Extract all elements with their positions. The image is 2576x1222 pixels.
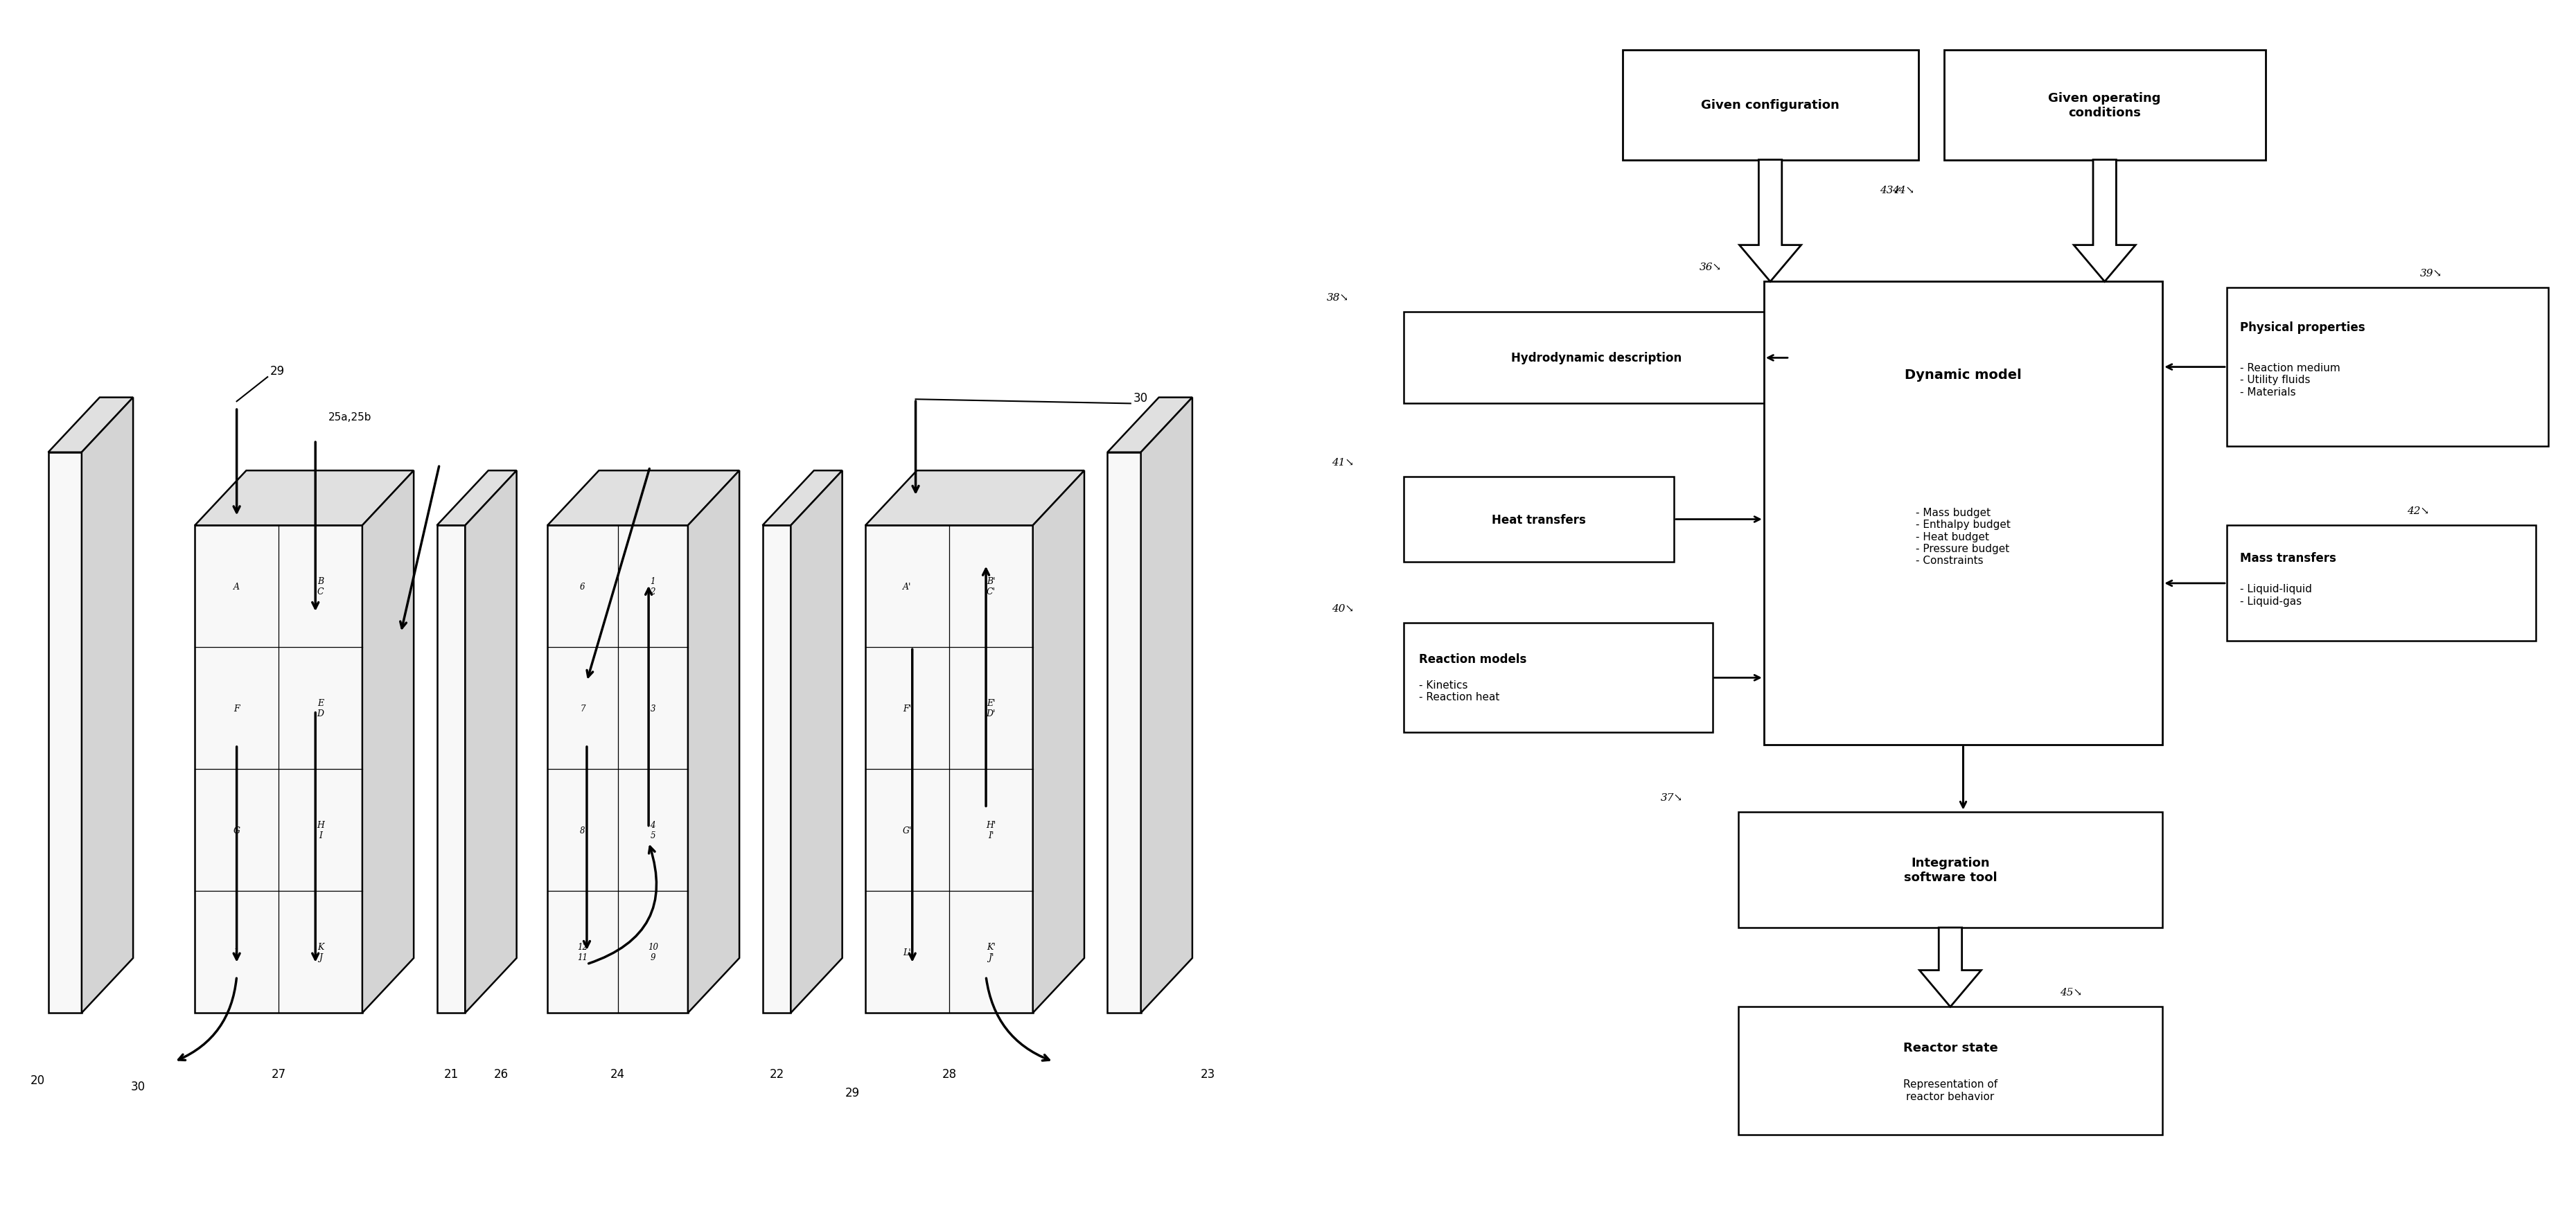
Text: F: F xyxy=(234,704,240,712)
Polygon shape xyxy=(466,470,518,1013)
Text: H'
I': H' I' xyxy=(987,821,997,840)
Text: 12
11: 12 11 xyxy=(577,942,587,962)
Text: A: A xyxy=(234,582,240,591)
Text: 6: 6 xyxy=(580,582,585,591)
Text: L: L xyxy=(234,947,240,957)
Text: - Mass budget
- Enthalpy budget
- Heat budget
- Pressure budget
- Constraints: - Mass budget - Enthalpy budget - Heat b… xyxy=(1917,507,2012,566)
Text: 27: 27 xyxy=(270,1068,286,1080)
Text: F': F' xyxy=(904,704,912,712)
Polygon shape xyxy=(549,525,688,1013)
Polygon shape xyxy=(762,525,791,1013)
Text: 7: 7 xyxy=(580,704,585,712)
Text: Representation of
reactor behavior: Representation of reactor behavior xyxy=(1904,1079,1996,1101)
Polygon shape xyxy=(549,470,739,525)
Text: 20: 20 xyxy=(31,1074,46,1086)
Polygon shape xyxy=(438,525,466,1013)
FancyBboxPatch shape xyxy=(1765,282,2161,745)
FancyBboxPatch shape xyxy=(1404,477,1674,562)
Text: 26: 26 xyxy=(495,1068,507,1080)
Polygon shape xyxy=(1108,398,1193,452)
Polygon shape xyxy=(866,525,1033,1013)
Text: 43↙: 43↙ xyxy=(1880,186,1901,196)
Text: 8: 8 xyxy=(580,826,585,835)
Text: K
J: K J xyxy=(317,942,325,962)
Text: 21: 21 xyxy=(443,1068,459,1080)
Text: L': L' xyxy=(904,947,912,957)
Polygon shape xyxy=(363,470,415,1013)
Text: 3: 3 xyxy=(649,704,654,712)
FancyBboxPatch shape xyxy=(2226,288,2548,446)
Text: B'
C': B' C' xyxy=(987,577,994,596)
Text: 25a,25b: 25a,25b xyxy=(327,412,371,422)
FancyBboxPatch shape xyxy=(1945,50,2264,160)
FancyArrow shape xyxy=(2074,160,2136,282)
Text: Reaction models: Reaction models xyxy=(1419,653,1528,666)
Text: - Reaction medium
- Utility fluids
- Materials: - Reaction medium - Utility fluids - Mat… xyxy=(2239,363,2339,397)
Text: Heat transfers: Heat transfers xyxy=(1492,513,1587,525)
FancyBboxPatch shape xyxy=(1739,811,2161,927)
FancyBboxPatch shape xyxy=(1623,50,1919,160)
Text: 30: 30 xyxy=(1133,391,1149,404)
Text: Physical properties: Physical properties xyxy=(2239,321,2365,334)
Polygon shape xyxy=(49,452,82,1013)
FancyArrow shape xyxy=(1739,160,1801,282)
Text: 28: 28 xyxy=(943,1068,956,1080)
FancyBboxPatch shape xyxy=(1404,313,1790,404)
Text: H
I: H I xyxy=(317,821,325,840)
Polygon shape xyxy=(1108,452,1141,1013)
Text: E'
D': E' D' xyxy=(987,699,994,719)
Text: 39↘: 39↘ xyxy=(2419,269,2442,279)
Polygon shape xyxy=(82,398,134,1013)
Text: - Kinetics
- Reaction heat: - Kinetics - Reaction heat xyxy=(1419,679,1499,703)
Text: 29: 29 xyxy=(270,365,286,378)
Polygon shape xyxy=(1141,398,1193,1013)
Text: B
C: B C xyxy=(317,577,325,596)
Text: Given configuration: Given configuration xyxy=(1700,99,1839,111)
Text: E
D: E D xyxy=(317,699,325,719)
Text: 22: 22 xyxy=(770,1068,783,1080)
Text: 42↘: 42↘ xyxy=(2406,506,2429,516)
Text: Given operating
conditions: Given operating conditions xyxy=(2048,92,2161,119)
FancyBboxPatch shape xyxy=(2226,525,2535,642)
Text: Reactor state: Reactor state xyxy=(1904,1041,1999,1055)
Text: - Liquid-liquid
- Liquid-gas: - Liquid-liquid - Liquid-gas xyxy=(2239,584,2311,606)
Text: Mass transfers: Mass transfers xyxy=(2239,552,2336,565)
Text: Integration
software tool: Integration software tool xyxy=(1904,857,1996,884)
Polygon shape xyxy=(196,525,363,1013)
Polygon shape xyxy=(438,470,518,525)
Polygon shape xyxy=(49,398,134,452)
Text: 1
2: 1 2 xyxy=(649,577,654,596)
Text: 24: 24 xyxy=(611,1068,626,1080)
Polygon shape xyxy=(866,470,1084,525)
Text: 38↘: 38↘ xyxy=(1327,293,1350,303)
Text: Hydrodynamic description: Hydrodynamic description xyxy=(1512,352,1682,364)
Text: 10
9: 10 9 xyxy=(647,942,657,962)
Polygon shape xyxy=(1033,470,1084,1013)
Polygon shape xyxy=(791,470,842,1013)
Text: G: G xyxy=(234,826,240,835)
Text: K'
J': K' J' xyxy=(987,942,994,962)
Text: 37↘: 37↘ xyxy=(1662,793,1682,802)
Text: 36↘: 36↘ xyxy=(1700,263,1721,273)
FancyBboxPatch shape xyxy=(1404,623,1713,733)
Polygon shape xyxy=(762,470,842,525)
Text: 30: 30 xyxy=(131,1080,147,1092)
Text: A': A' xyxy=(904,582,912,591)
Text: 29: 29 xyxy=(845,1086,860,1099)
Text: Dynamic model: Dynamic model xyxy=(1904,368,2022,381)
Text: 45↘: 45↘ xyxy=(2061,987,2081,997)
Text: 4
5: 4 5 xyxy=(649,821,654,840)
Text: 44↘: 44↘ xyxy=(1893,186,1914,196)
FancyBboxPatch shape xyxy=(1739,1007,2161,1135)
Text: 23: 23 xyxy=(1200,1068,1216,1080)
Text: 40↘: 40↘ xyxy=(1332,604,1355,613)
Text: 41↘: 41↘ xyxy=(1332,457,1355,467)
Text: G': G' xyxy=(902,826,912,835)
FancyArrow shape xyxy=(1919,927,1981,1007)
Polygon shape xyxy=(196,470,415,525)
Polygon shape xyxy=(688,470,739,1013)
